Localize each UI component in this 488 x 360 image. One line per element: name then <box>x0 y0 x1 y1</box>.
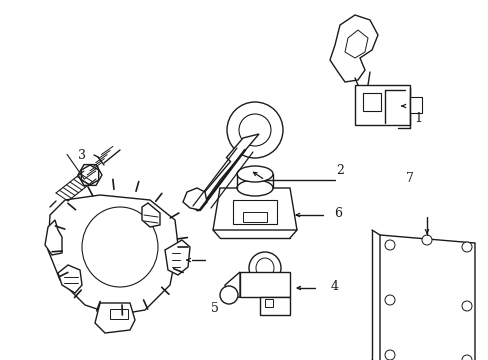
Polygon shape <box>345 30 367 58</box>
Bar <box>362 93 380 111</box>
Polygon shape <box>45 220 62 255</box>
Polygon shape <box>81 165 99 185</box>
Polygon shape <box>58 265 82 293</box>
Polygon shape <box>142 203 160 227</box>
Bar <box>409 97 421 113</box>
Polygon shape <box>213 188 296 230</box>
Ellipse shape <box>237 166 272 182</box>
Circle shape <box>461 242 471 252</box>
Text: 5: 5 <box>211 302 219 315</box>
Text: 4: 4 <box>330 280 338 293</box>
Ellipse shape <box>256 258 273 278</box>
Polygon shape <box>95 303 135 333</box>
Circle shape <box>384 295 394 305</box>
Circle shape <box>384 350 394 360</box>
Bar <box>354 85 409 125</box>
Bar <box>110 309 128 319</box>
Bar <box>232 200 276 224</box>
Polygon shape <box>48 195 178 315</box>
Polygon shape <box>329 15 377 82</box>
Text: 3: 3 <box>78 149 86 162</box>
Circle shape <box>384 240 394 250</box>
Text: 2: 2 <box>335 163 343 176</box>
Ellipse shape <box>82 207 158 287</box>
Circle shape <box>220 286 238 304</box>
Ellipse shape <box>226 102 283 158</box>
Ellipse shape <box>237 180 272 196</box>
Circle shape <box>461 301 471 311</box>
Bar <box>240 272 289 297</box>
Polygon shape <box>78 165 102 185</box>
Bar <box>260 297 289 315</box>
Text: 1: 1 <box>413 112 421 125</box>
Bar <box>243 212 266 222</box>
Bar <box>264 299 272 307</box>
Polygon shape <box>379 235 474 360</box>
Circle shape <box>421 235 431 245</box>
Polygon shape <box>192 134 259 211</box>
Circle shape <box>248 252 281 284</box>
Polygon shape <box>224 272 240 300</box>
Circle shape <box>461 355 471 360</box>
Polygon shape <box>164 240 190 275</box>
Text: 7: 7 <box>405 171 413 185</box>
Polygon shape <box>183 188 206 210</box>
Circle shape <box>239 114 270 146</box>
Text: 6: 6 <box>333 207 341 220</box>
